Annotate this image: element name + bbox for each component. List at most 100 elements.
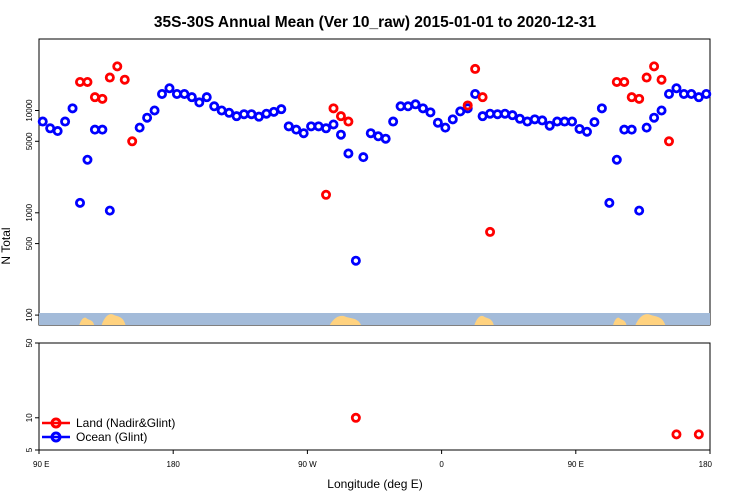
ocean-point [343, 148, 354, 159]
land-point [462, 100, 473, 111]
ocean-point [529, 114, 540, 125]
ocean-point [67, 103, 78, 114]
ocean-point [656, 105, 667, 116]
land-point [127, 136, 138, 147]
land-point [119, 74, 130, 85]
land-point [343, 116, 354, 127]
land-point [82, 76, 93, 87]
y-tick-label: 10000 [25, 99, 34, 122]
y-axis-label: N Total [0, 227, 13, 264]
ocean-point [671, 83, 682, 94]
ocean-point [507, 110, 518, 121]
ocean-point [425, 107, 436, 118]
land-point [89, 92, 100, 103]
ocean-point [499, 108, 510, 119]
ocean-point [567, 116, 578, 127]
ocean-point [75, 197, 86, 208]
ocean-point [388, 116, 399, 127]
land-mass [613, 317, 627, 325]
plot-frame-upper [38, 38, 711, 326]
land-point [641, 72, 652, 83]
y-tick-label: 500 [25, 236, 34, 250]
land-point [626, 92, 637, 103]
land-mass [474, 315, 494, 325]
ocean-point [82, 154, 93, 165]
y-tick-label: 5 [25, 447, 34, 452]
ocean-point [328, 119, 339, 130]
ocean-point [611, 154, 622, 165]
x-tick-label: 0 [439, 460, 444, 469]
ocean-point [604, 197, 615, 208]
ocean-point [201, 92, 212, 103]
x-tick-label: 90 E [33, 460, 49, 469]
land-point [485, 226, 496, 237]
ocean-point [432, 117, 443, 128]
ocean-point [447, 114, 458, 125]
legend-land-label: Land (Nadir&Glint) [76, 416, 175, 430]
y-axis-ticks: 100 500 1000 5000 10000 5 10 50 [25, 99, 39, 452]
y-tick-label: 1000 [25, 203, 34, 221]
ocean-point [321, 123, 332, 134]
ocean-point [544, 120, 555, 131]
ocean-point [701, 88, 712, 99]
land-point [104, 72, 115, 83]
ocean-point [335, 129, 346, 140]
legend-ocean-marker [50, 431, 62, 443]
x-axis-label: Longitude (deg E) [327, 477, 422, 491]
ocean-point [358, 152, 369, 163]
land-point [470, 63, 481, 74]
x-axis-ticks: 90 E 180 90 W 0 90 E 180 [33, 450, 713, 469]
ocean-point [276, 104, 287, 115]
chart-title: 35S-30S Annual Mean (Ver 10_raw) 2015-01… [154, 14, 597, 31]
sea-strip [39, 313, 710, 325]
land-point [321, 189, 332, 200]
legend-land-marker [50, 417, 62, 429]
x-tick-label: 90 W [298, 460, 317, 469]
land-point [619, 76, 630, 87]
ocean-point [649, 112, 660, 123]
ocean-point [157, 88, 168, 99]
land-point [671, 429, 682, 440]
ocean-point [283, 121, 294, 132]
ocean-point [291, 124, 302, 135]
ocean-point [589, 117, 600, 128]
ocean-point [134, 122, 145, 133]
ocean-point [596, 103, 607, 114]
x-tick-label: 180 [167, 460, 181, 469]
ocean-point [440, 122, 451, 133]
land-mass [101, 314, 126, 325]
land-point [663, 136, 674, 147]
ocean-point [186, 92, 197, 103]
y-tick-label: 10 [25, 413, 34, 422]
geography-strip [39, 313, 710, 325]
ocean-point [537, 115, 548, 126]
land-point [112, 61, 123, 72]
land-point [656, 74, 667, 85]
ocean-point [97, 124, 108, 135]
ocean-point [60, 116, 71, 127]
y-tick-label: 100 [25, 308, 34, 322]
x-tick-label: 180 [699, 460, 713, 469]
y-tick-label: 5000 [25, 132, 34, 150]
ocean-point [298, 128, 309, 139]
legend: Land (Nadir&Glint) Ocean (Glint) [42, 416, 175, 444]
land-point [693, 429, 704, 440]
ocean-point [37, 116, 48, 127]
land-point [335, 111, 346, 122]
ocean-point [194, 97, 205, 108]
ocean-point [164, 83, 175, 94]
ocean-point [626, 124, 637, 135]
x-tick-label: 90 E [568, 460, 584, 469]
land-point [649, 61, 660, 72]
data-points [37, 61, 712, 440]
ocean-point [663, 88, 674, 99]
ocean-point [634, 205, 645, 216]
land-point [328, 103, 339, 114]
land-point [634, 93, 645, 104]
land-point [97, 93, 108, 104]
ocean-point [142, 112, 153, 123]
land-mass [329, 315, 362, 325]
y-tick-label: 50 [25, 338, 34, 347]
ocean-point [380, 133, 391, 144]
